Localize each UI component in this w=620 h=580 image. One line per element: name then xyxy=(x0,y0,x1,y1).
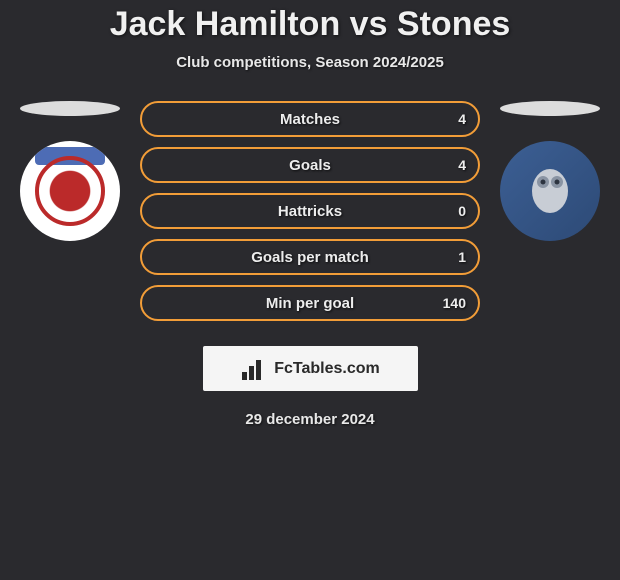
stat-label: Goals xyxy=(289,157,331,174)
player-right-silhouette xyxy=(500,101,600,116)
stat-label: Goals per match xyxy=(251,249,369,266)
stat-bar: Goals per match 1 xyxy=(140,239,480,275)
stat-value-right: 4 xyxy=(458,157,466,173)
stat-value-right: 1 xyxy=(458,249,466,265)
subtitle: Club competitions, Season 2024/2025 xyxy=(0,54,620,71)
stat-bar: Hattricks 0 xyxy=(140,193,480,229)
comparison-row: Matches 4 Goals 4 Hattricks 0 Goals per match 1… xyxy=(0,101,620,321)
player-left-silhouette xyxy=(20,101,120,116)
club-crest-right xyxy=(500,141,600,241)
stat-bar: Matches 4 xyxy=(140,101,480,137)
stat-value-right: 4 xyxy=(458,111,466,127)
stat-value-right: 0 xyxy=(458,203,466,219)
page-title: Jack Hamilton vs Stones xyxy=(0,5,620,44)
brand-badge: FcTables.com xyxy=(203,346,418,391)
club-crest-left xyxy=(20,141,120,241)
stat-label: Matches xyxy=(280,111,340,128)
stat-bar: Goals 4 xyxy=(140,147,480,183)
brand-name: FcTables.com xyxy=(274,360,380,378)
stat-label: Hattricks xyxy=(278,203,342,220)
player-right-column xyxy=(500,101,600,241)
stat-bar: Min per goal 140 xyxy=(140,285,480,321)
barchart-icon xyxy=(240,358,268,380)
owl-icon xyxy=(520,156,580,227)
player-left-column xyxy=(20,101,120,241)
ship-wheel-icon xyxy=(35,156,105,226)
stat-value-right: 140 xyxy=(443,295,466,311)
stats-column: Matches 4 Goals 4 Hattricks 0 Goals per match 1… xyxy=(140,101,480,321)
date-label: 29 december 2024 xyxy=(0,411,620,428)
stat-label: Min per goal xyxy=(266,295,354,312)
